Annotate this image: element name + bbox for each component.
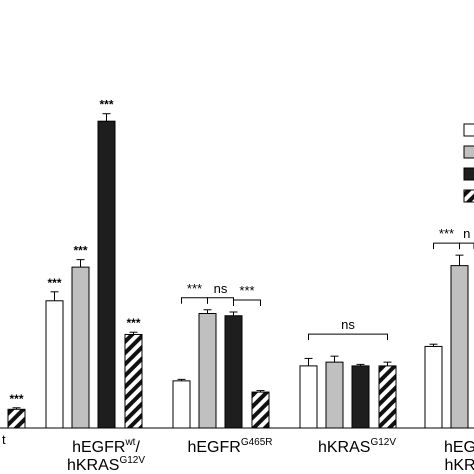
bar-4-1 [450,265,469,429]
significance-label-4: *** [439,226,454,241]
significance-stars-0-3: *** [9,392,23,406]
bar-0-3 [7,408,26,429]
significance-stars-1-0: *** [47,276,61,290]
bar-3-0 [299,365,318,429]
bar-3-3 [378,365,397,429]
bar-3-2 [351,365,370,429]
legend-swatch-3 [463,189,474,203]
significance-label-0: *** [187,281,202,296]
category-label-main-2: hEGFR [187,439,240,456]
category-label-3: hKRASG12V [318,437,396,456]
category-label-line2-main-4: hKR [444,457,474,474]
legend-swatch-0 [463,123,474,137]
bar-1-1 [71,266,90,429]
significance-stars-1-3: *** [126,316,140,330]
category-label-line2-sup-1: G12V [119,455,145,466]
significance-label-1: ns [214,281,228,296]
bar-2-2 [224,315,243,429]
bar-2-0 [172,380,191,429]
significance-bracket-0 [181,297,208,304]
significance-bracket-1 [207,297,234,304]
significance-stars-1-2: *** [99,98,113,112]
category-label-line2-main-1: hKRAS [67,457,119,474]
legend-swatch-2 [463,167,474,181]
category-label-2: hEGFRG465R [187,437,272,456]
category-label-line2-1: hKRASG12V [67,455,145,474]
bar-1-3 [124,333,143,429]
legend-swatch-1 [463,145,474,159]
bar-2-1 [198,313,217,429]
category-label-sup-1: wt [124,437,135,448]
category-label-line2-4: hKR [444,457,474,474]
significance-bracket-5 [459,242,474,250]
significance-stars-1-1: *** [73,244,87,258]
bar-3-1 [325,361,344,429]
category-label-main-4: hEG [444,439,474,456]
significance-bracket-3 [308,333,388,341]
bar-1-0 [45,300,64,429]
category-label-main-1: hEGFR [72,439,125,456]
category-label-slash-1: / [135,439,140,456]
category-label-main-3: hKRAS [318,439,370,456]
category-label-0: t [2,432,6,447]
category-label-4: hEG [444,439,474,456]
category-label-1: hEGFRwt/ [72,437,140,456]
significance-bracket-4 [433,242,460,250]
bar-1-2 [97,120,116,429]
significance-bracket-2 [233,299,261,307]
bar-4-0 [424,345,443,429]
category-label-sup-3: G12V [370,437,396,448]
category-label-sup-2: G465R [241,437,273,448]
bar-2-3 [251,391,270,429]
significance-label-5: n [463,226,470,241]
significance-label-3: ns [341,317,355,332]
significance-label-2: *** [239,283,254,298]
